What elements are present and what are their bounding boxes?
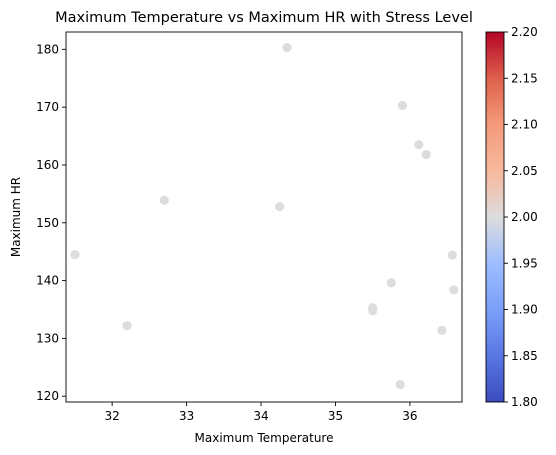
colorbar-tick-label: 2.05 [511, 164, 538, 178]
scatter-point-11 [421, 149, 431, 160]
colorbar-tick-label: 2.20 [511, 25, 538, 39]
y-tick-label: 180 [36, 42, 59, 56]
y-tick-label: 160 [36, 158, 59, 172]
y-tick-label: 170 [36, 100, 59, 114]
y-tick-label: 130 [36, 331, 59, 345]
colorbar-tick-label: 1.85 [511, 349, 538, 363]
colorbar-tick-label: 2.10 [511, 118, 538, 132]
plot-frame [65, 31, 463, 403]
x-tick-label: 35 [328, 409, 343, 423]
x-tick-label: 34 [253, 409, 268, 423]
x-tick-label: 32 [105, 409, 120, 423]
colorbar-tick-label: 1.80 [511, 395, 538, 409]
colorbar-tick-label: 1.90 [511, 303, 538, 317]
colorbar [485, 31, 505, 403]
scatter-point-7 [386, 278, 396, 288]
y-tick-label: 140 [36, 274, 59, 288]
colorbar-tick-label: 1.95 [511, 256, 538, 270]
scatter-point-6 [368, 306, 378, 316]
scatter-point-8 [395, 380, 405, 390]
scatter-point-13 [447, 250, 457, 260]
scatter-point-1 [122, 321, 132, 331]
colorbar-tick-label: 2.00 [511, 210, 538, 224]
scatter-point-4 [282, 43, 292, 53]
colorbar-ticks: 1.80 1.85 1.90 1.95 2.00 2.05 2.10 2.15 2.20 [504, 25, 538, 409]
y-tick-label: 150 [36, 216, 59, 230]
scatter-point-0 [70, 249, 80, 260]
scatter-point-3 [275, 201, 285, 212]
y-axis-label: Maximum HR [9, 177, 23, 257]
scatter-point-10 [414, 140, 424, 150]
x-tick-label: 33 [179, 409, 194, 423]
x-tick-label: 36 [402, 409, 417, 423]
scatter-point-12 [437, 325, 447, 335]
scatter-points [70, 43, 459, 390]
x-axis-label: Maximum Temperature [195, 431, 334, 445]
colorbar-tick-label: 2.15 [511, 71, 538, 85]
y-tick-label: 120 [36, 389, 59, 403]
y-axis-ticks: 120 130 140 150 160 170 180 [36, 42, 66, 403]
chart-title: Maximum Temperature vs Maximum HR with S… [55, 10, 473, 26]
scatter-point-9 [397, 100, 408, 111]
scatter-point-14 [449, 285, 459, 295]
x-axis-ticks: 32 33 34 35 36 [105, 402, 418, 423]
scatter-point-2 [159, 195, 169, 205]
